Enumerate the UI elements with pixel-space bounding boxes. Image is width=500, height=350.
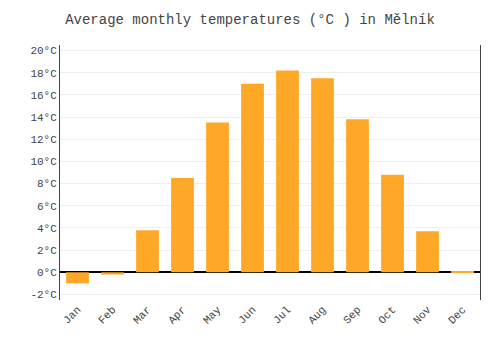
svg-text:Dec: Dec bbox=[446, 304, 468, 326]
svg-text:12°C: 12°C bbox=[30, 134, 57, 146]
svg-text:8°C: 8°C bbox=[37, 178, 57, 190]
svg-text:4°C: 4°C bbox=[37, 223, 57, 235]
svg-text:Sep: Sep bbox=[341, 304, 363, 326]
svg-text:Jun: Jun bbox=[236, 304, 258, 326]
svg-text:-2°C: -2°C bbox=[30, 289, 57, 301]
svg-text:Oct: Oct bbox=[376, 304, 398, 326]
svg-text:Aug: Aug bbox=[306, 304, 328, 326]
svg-text:Nov: Nov bbox=[411, 304, 434, 327]
svg-text:Feb: Feb bbox=[96, 304, 118, 326]
svg-text:2°C: 2°C bbox=[37, 245, 57, 257]
svg-text:14°C: 14°C bbox=[30, 112, 57, 124]
svg-text:Average monthly temperatures (: Average monthly temperatures (°C ) in Mě… bbox=[65, 12, 435, 28]
svg-text:Jan: Jan bbox=[61, 304, 83, 326]
svg-text:Apr: Apr bbox=[166, 304, 188, 326]
svg-text:16°C: 16°C bbox=[30, 90, 57, 102]
svg-text:Mar: Mar bbox=[131, 304, 153, 326]
svg-text:10°C: 10°C bbox=[30, 156, 57, 168]
svg-text:18°C: 18°C bbox=[30, 68, 57, 80]
svg-text:20°C: 20°C bbox=[30, 45, 57, 57]
svg-text:May: May bbox=[201, 304, 224, 327]
svg-text:0°C: 0°C bbox=[37, 267, 57, 279]
svg-text:6°C: 6°C bbox=[37, 201, 57, 213]
svg-text:Jul: Jul bbox=[271, 304, 293, 326]
